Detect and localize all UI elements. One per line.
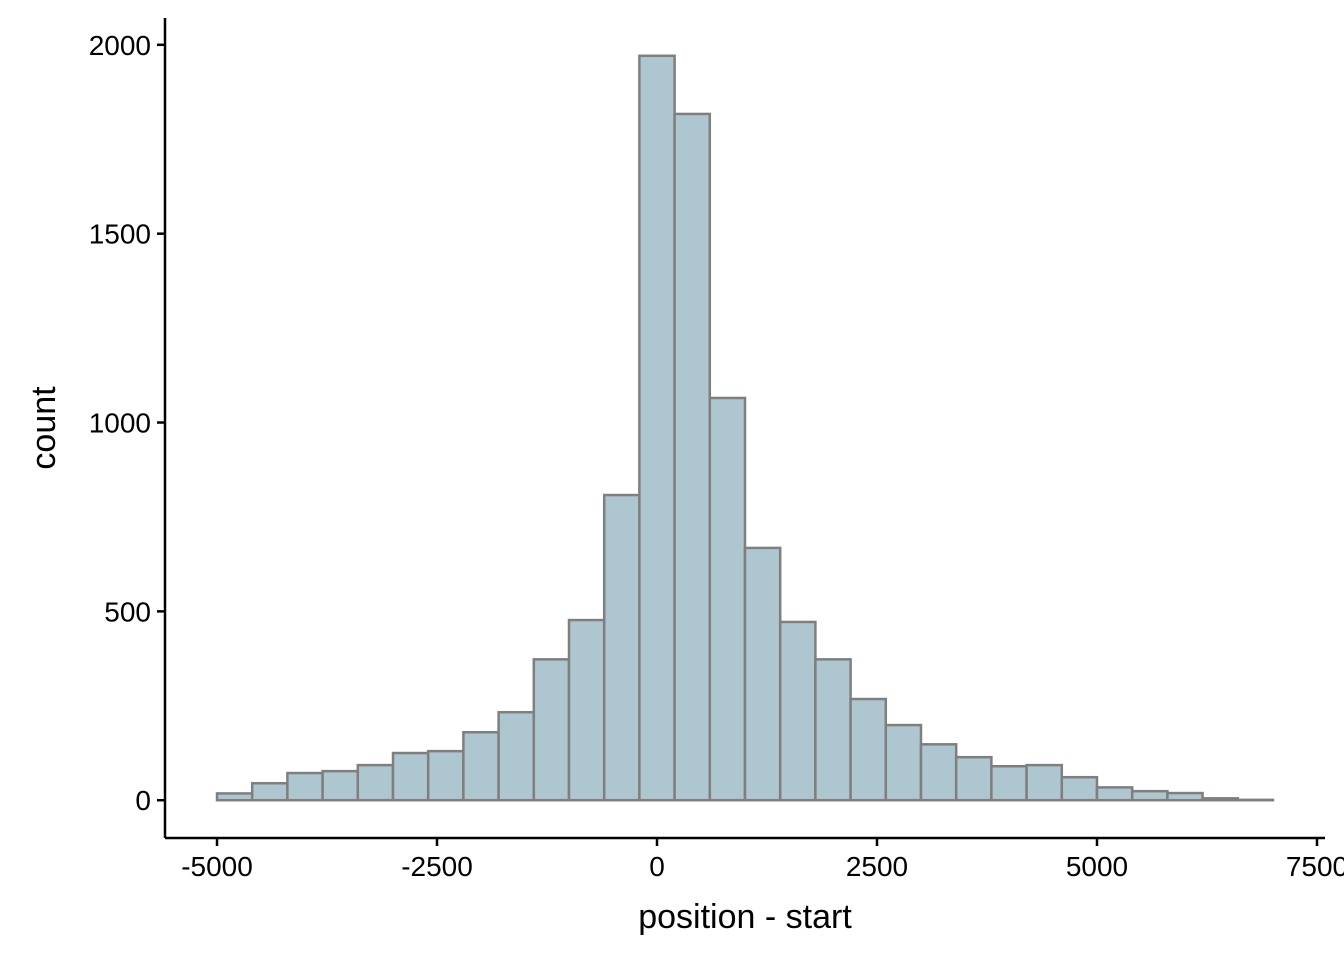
bar <box>358 765 393 800</box>
x-axis-label: position - start <box>638 898 852 936</box>
bar <box>991 766 1026 800</box>
y-tick-label: 0 <box>135 785 151 816</box>
bar <box>1132 791 1167 800</box>
x-tick-label: -2500 <box>401 851 473 882</box>
bar <box>1097 787 1132 800</box>
y-axis-label: count <box>25 386 63 470</box>
bar <box>534 659 569 800</box>
bar <box>569 620 604 800</box>
x-tick-label: 0 <box>649 851 665 882</box>
bar <box>639 56 674 800</box>
bar <box>956 757 991 800</box>
bar <box>217 793 252 800</box>
bar <box>851 699 886 800</box>
bar <box>710 398 745 800</box>
bar <box>1167 793 1202 800</box>
y-tick-label: 2000 <box>89 30 151 61</box>
bar <box>1027 765 1062 800</box>
x-tick-label: 5000 <box>1066 851 1128 882</box>
x-tick-label: -5000 <box>181 851 253 882</box>
bar <box>323 771 358 800</box>
bar <box>393 753 428 800</box>
bar <box>463 732 498 800</box>
bar <box>1062 777 1097 800</box>
bar <box>287 773 322 800</box>
bar <box>428 751 463 800</box>
y-tick-label: 1500 <box>89 219 151 250</box>
bar <box>499 712 534 800</box>
x-tick-label: 2500 <box>846 851 908 882</box>
bar <box>886 725 921 800</box>
x-tick-label: 7500 <box>1286 851 1344 882</box>
bar <box>921 744 956 800</box>
bar <box>1203 798 1238 800</box>
bar <box>252 783 287 800</box>
bar <box>604 495 639 800</box>
y-tick-label: 500 <box>104 596 151 627</box>
bar <box>815 659 850 800</box>
bar <box>745 548 780 800</box>
y-tick-label: 1000 <box>89 408 151 439</box>
bar <box>675 114 710 800</box>
bar <box>780 622 815 800</box>
